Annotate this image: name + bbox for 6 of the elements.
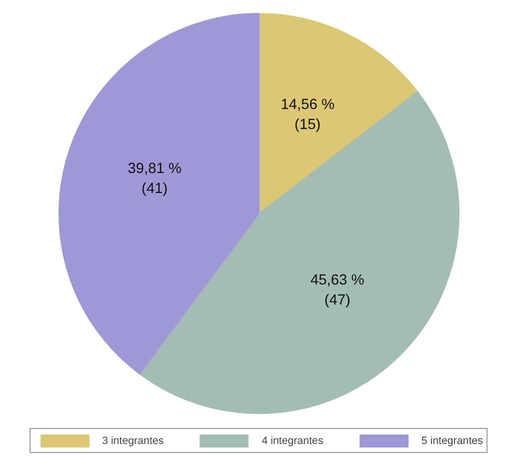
legend-label: 5 integrantes [421, 434, 483, 446]
data-label: 39,81 % (41) [128, 160, 182, 197]
legend-label: 4 integrantes [262, 434, 324, 446]
data-label: 14,56 % (15) [280, 96, 334, 133]
data-label: 45,63 % (47) [310, 272, 364, 309]
legend-label: 3 integrantes [102, 434, 164, 446]
